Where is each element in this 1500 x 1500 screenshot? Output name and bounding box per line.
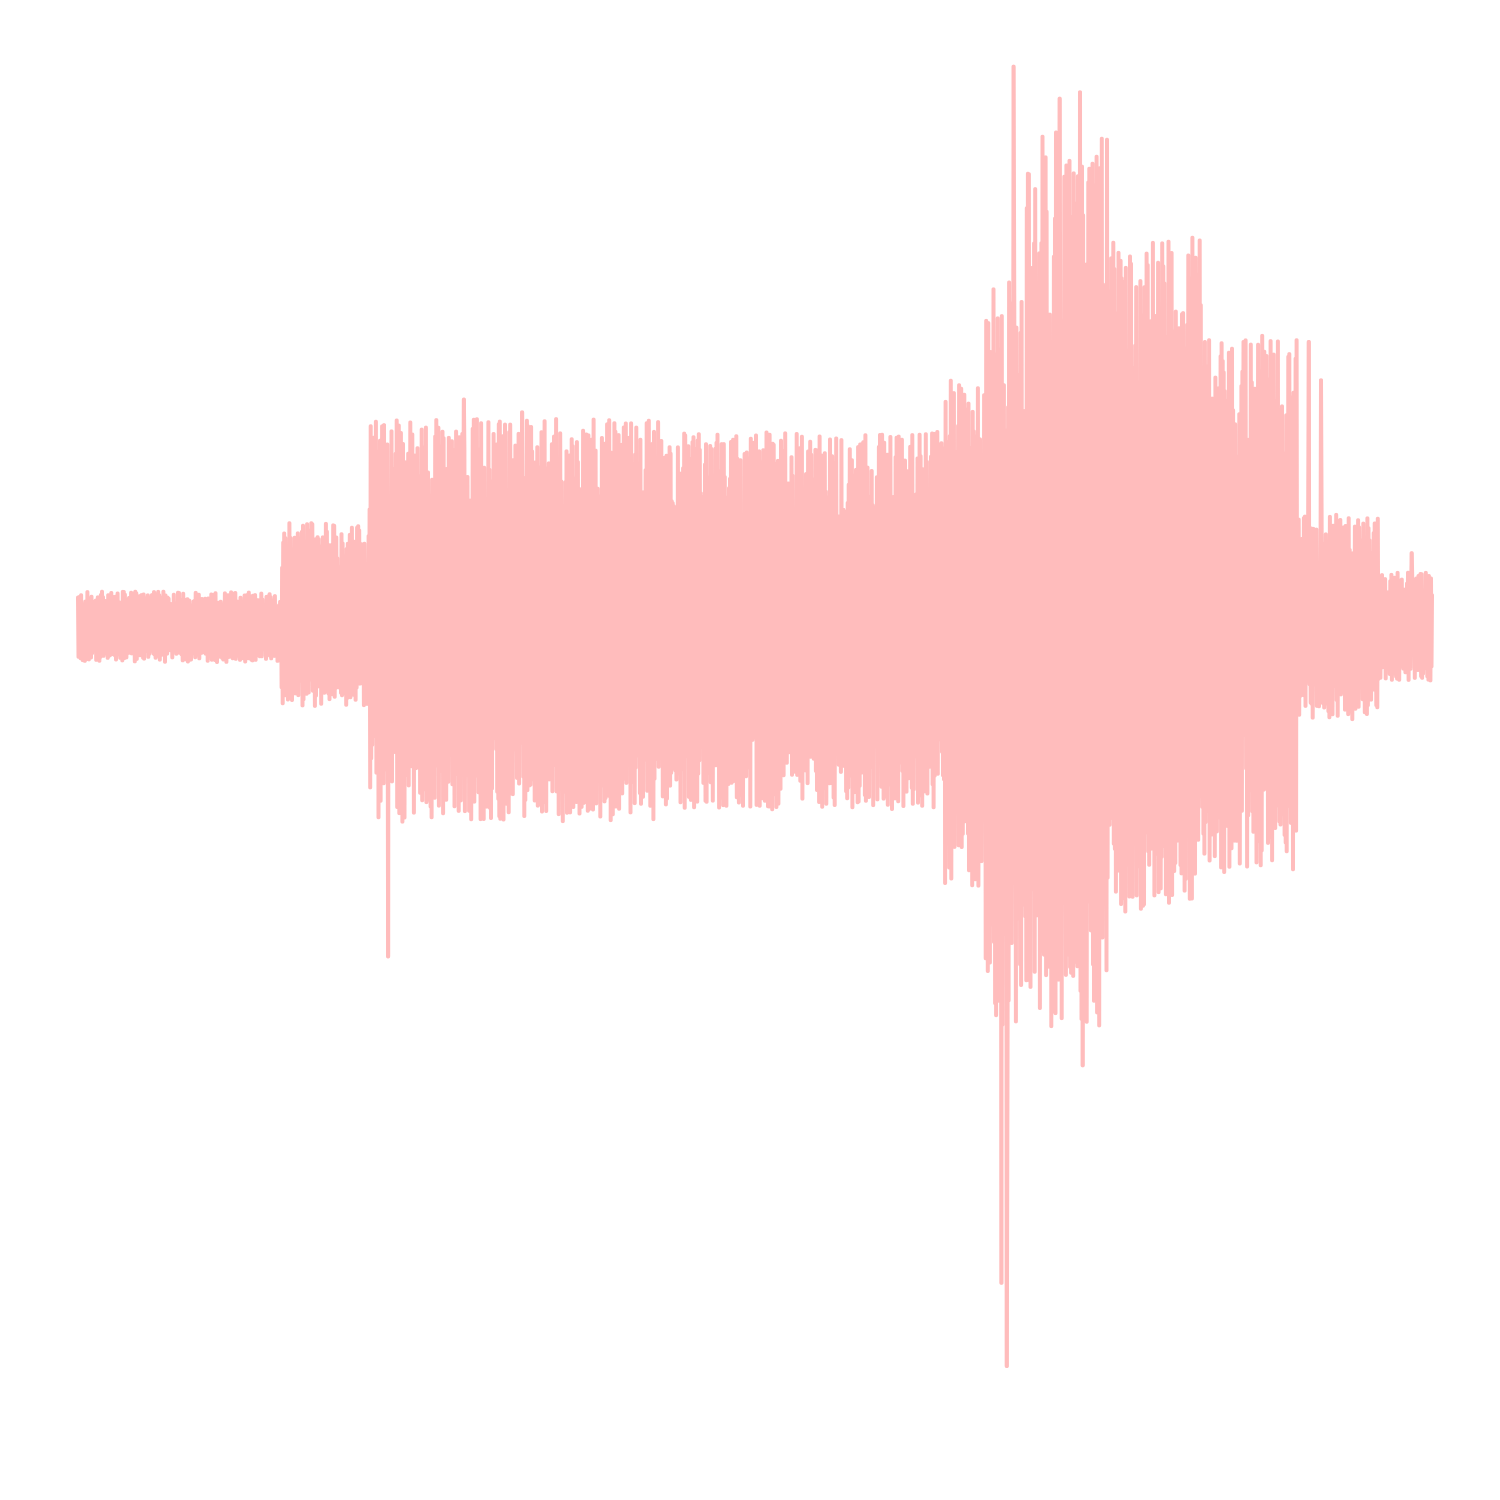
plot-area [76,64,1434,1368]
waveform-line [76,64,1434,1368]
